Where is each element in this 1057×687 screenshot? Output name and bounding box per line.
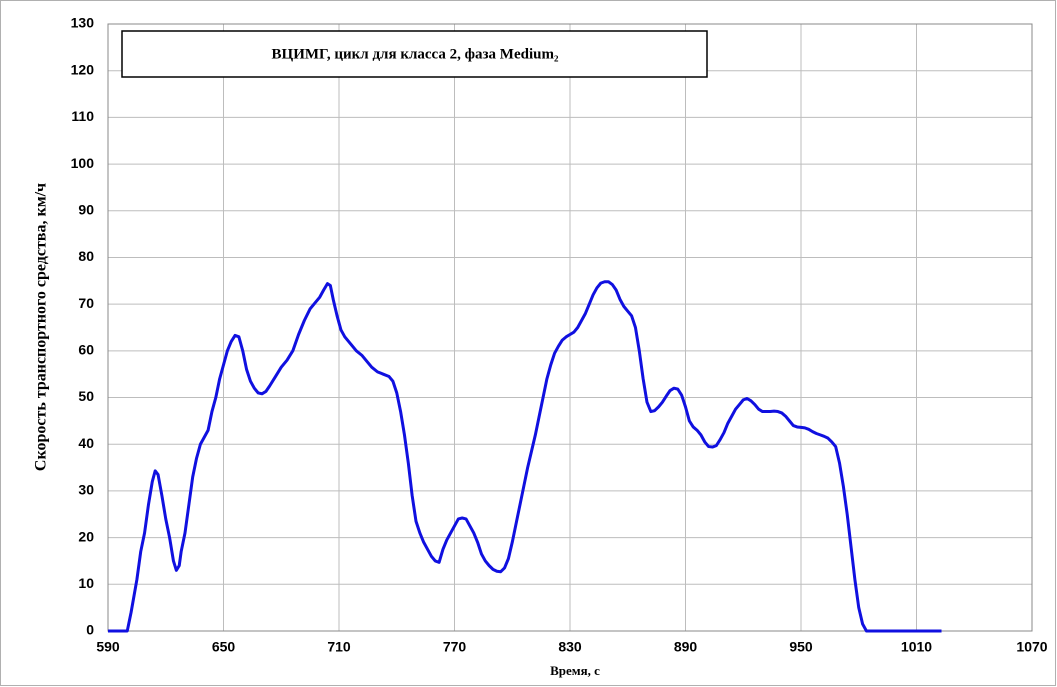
x-tick-label: 1070 (1016, 639, 1047, 655)
y-tick-label: 90 (78, 201, 94, 217)
y-tick-label: 10 (78, 575, 94, 591)
x-tick-label: 950 (789, 639, 813, 655)
x-tick-label: 710 (327, 639, 351, 655)
y-tick-label: 60 (78, 342, 94, 358)
x-tick-label: 890 (674, 639, 698, 655)
y-tick-label: 70 (78, 295, 94, 311)
y-axis-label: Скорость транспортного средства, км/ч (33, 183, 50, 471)
data-line (108, 280, 942, 633)
y-tick-label: 20 (78, 528, 94, 544)
x-tick-label: 830 (558, 639, 582, 655)
y-tick-label: 80 (78, 248, 94, 264)
chart-title: ВЦИМГ, цикл для класса 2, фаза Medium₂ (272, 46, 559, 62)
x-axis-label: Время, с (550, 663, 600, 678)
y-tick-label: 130 (71, 15, 95, 31)
x-tick-label: 590 (96, 639, 120, 655)
y-tick-label: 30 (78, 482, 94, 498)
x-tick-label: 1010 (901, 639, 932, 655)
y-tick-label: 120 (71, 61, 95, 77)
y-tick-label: 40 (78, 435, 94, 451)
y-tick-label: 110 (71, 108, 94, 124)
y-tick-label: 50 (78, 388, 94, 404)
y-tick-label: 0 (86, 622, 94, 638)
x-tick-label: 770 (443, 639, 467, 655)
x-tick-label: 650 (212, 639, 236, 655)
y-tick-label: 100 (71, 155, 95, 171)
title-box (121, 30, 708, 78)
plot-frame (107, 23, 1033, 632)
